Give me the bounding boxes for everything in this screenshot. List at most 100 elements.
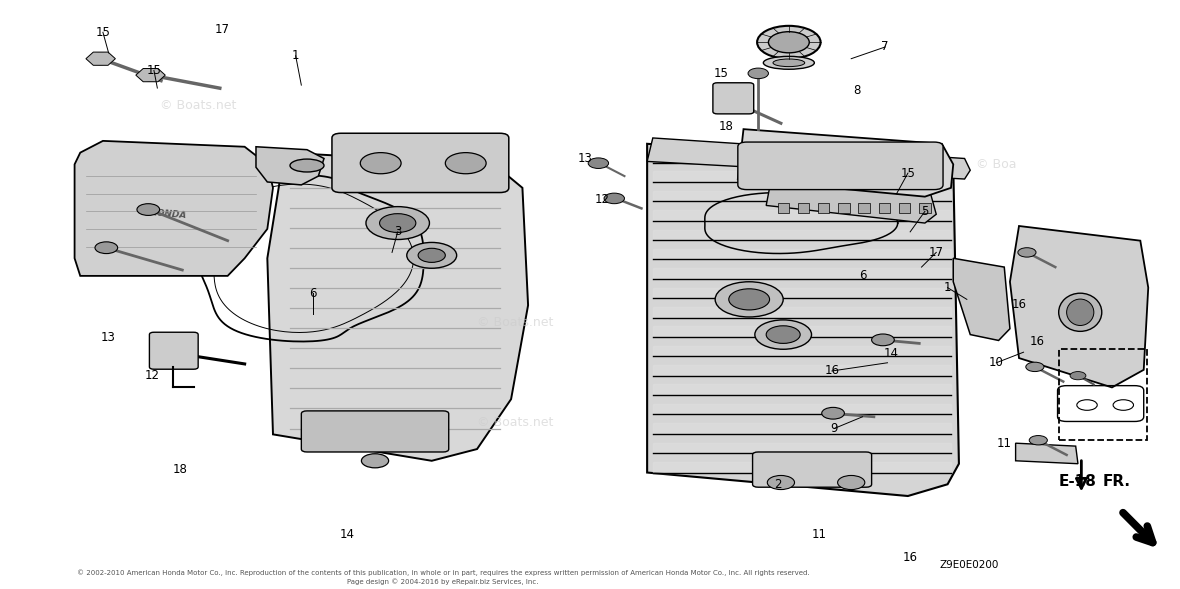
Text: 13: 13 <box>577 152 592 165</box>
Circle shape <box>1018 248 1036 257</box>
Circle shape <box>604 193 624 204</box>
Polygon shape <box>268 153 529 461</box>
Bar <box>798 203 809 213</box>
Bar <box>778 203 789 213</box>
Circle shape <box>94 242 118 254</box>
Polygon shape <box>653 404 951 415</box>
Circle shape <box>361 454 388 468</box>
Bar <box>1058 349 1147 440</box>
Polygon shape <box>74 141 273 276</box>
Text: 11: 11 <box>812 528 827 541</box>
Text: 17: 17 <box>215 23 229 36</box>
Text: 1: 1 <box>291 49 300 62</box>
Polygon shape <box>1010 226 1148 388</box>
Circle shape <box>1025 362 1044 372</box>
Text: 7: 7 <box>881 41 889 54</box>
Text: 17: 17 <box>929 246 944 259</box>
Polygon shape <box>653 230 951 240</box>
Circle shape <box>407 243 457 268</box>
Text: 16: 16 <box>1030 335 1044 348</box>
Text: 15: 15 <box>900 167 916 180</box>
Polygon shape <box>653 249 951 259</box>
Circle shape <box>445 153 486 174</box>
Polygon shape <box>653 423 951 434</box>
Circle shape <box>755 320 812 349</box>
Circle shape <box>418 249 445 262</box>
Text: 6: 6 <box>309 287 316 300</box>
Circle shape <box>872 334 894 346</box>
Polygon shape <box>653 385 951 395</box>
Text: 6: 6 <box>859 269 866 282</box>
Circle shape <box>360 153 401 174</box>
Text: FR.: FR. <box>1103 474 1130 489</box>
Ellipse shape <box>1067 299 1094 326</box>
Circle shape <box>1029 435 1048 445</box>
Polygon shape <box>1016 443 1079 464</box>
Circle shape <box>768 32 809 53</box>
Polygon shape <box>653 287 951 298</box>
Text: 1: 1 <box>944 281 951 294</box>
Bar <box>919 203 931 213</box>
Polygon shape <box>653 191 951 201</box>
Circle shape <box>748 68 768 79</box>
Text: Z9E0E0200: Z9E0E0200 <box>939 560 999 570</box>
FancyBboxPatch shape <box>150 332 198 369</box>
Ellipse shape <box>290 159 324 172</box>
Text: 3: 3 <box>394 226 401 239</box>
Ellipse shape <box>773 59 805 67</box>
Polygon shape <box>653 346 951 356</box>
Circle shape <box>90 53 112 65</box>
Text: 14: 14 <box>339 528 354 541</box>
Circle shape <box>366 207 430 240</box>
Polygon shape <box>653 462 951 472</box>
Text: 8: 8 <box>853 84 860 98</box>
Text: 12: 12 <box>144 369 159 382</box>
Polygon shape <box>653 365 951 376</box>
Polygon shape <box>653 326 951 337</box>
Text: © 2002-2010 American Honda Motor Co., Inc. Reproduction of the contents of this : © 2002-2010 American Honda Motor Co., In… <box>77 570 809 585</box>
Text: 18: 18 <box>172 463 188 476</box>
Bar <box>899 203 910 213</box>
Text: 10: 10 <box>989 356 1004 369</box>
Text: 11: 11 <box>997 436 1011 449</box>
Polygon shape <box>647 138 970 179</box>
Text: 5: 5 <box>922 205 929 218</box>
Text: © Boats.net: © Boats.net <box>159 99 236 112</box>
Polygon shape <box>653 210 951 221</box>
Circle shape <box>380 214 415 233</box>
Text: 2: 2 <box>774 478 781 491</box>
Text: 13: 13 <box>101 331 116 344</box>
Text: © Boats.net: © Boats.net <box>477 316 553 329</box>
Polygon shape <box>653 268 951 279</box>
FancyBboxPatch shape <box>713 83 754 114</box>
Circle shape <box>715 282 784 317</box>
Text: 9: 9 <box>831 422 838 435</box>
Text: 18: 18 <box>719 120 734 133</box>
Polygon shape <box>953 259 1010 340</box>
Circle shape <box>1070 372 1086 380</box>
Circle shape <box>588 158 609 168</box>
Circle shape <box>838 475 865 489</box>
Bar <box>838 203 850 213</box>
Text: 15: 15 <box>96 26 111 39</box>
Ellipse shape <box>763 57 814 70</box>
Circle shape <box>758 26 820 59</box>
Text: 14: 14 <box>884 347 898 360</box>
Bar <box>859 203 870 213</box>
Polygon shape <box>86 52 116 65</box>
FancyBboxPatch shape <box>738 142 943 190</box>
Circle shape <box>766 326 800 343</box>
Text: 15: 15 <box>714 67 728 80</box>
Polygon shape <box>766 176 936 223</box>
Text: 16: 16 <box>825 365 839 378</box>
FancyBboxPatch shape <box>332 133 509 193</box>
Polygon shape <box>653 442 951 453</box>
Polygon shape <box>738 129 953 197</box>
Polygon shape <box>653 307 951 317</box>
Circle shape <box>729 289 769 310</box>
Polygon shape <box>136 68 165 82</box>
Circle shape <box>139 70 162 81</box>
Text: 16: 16 <box>1011 297 1027 310</box>
Text: © Boa: © Boa <box>976 158 1016 171</box>
FancyBboxPatch shape <box>301 411 448 452</box>
